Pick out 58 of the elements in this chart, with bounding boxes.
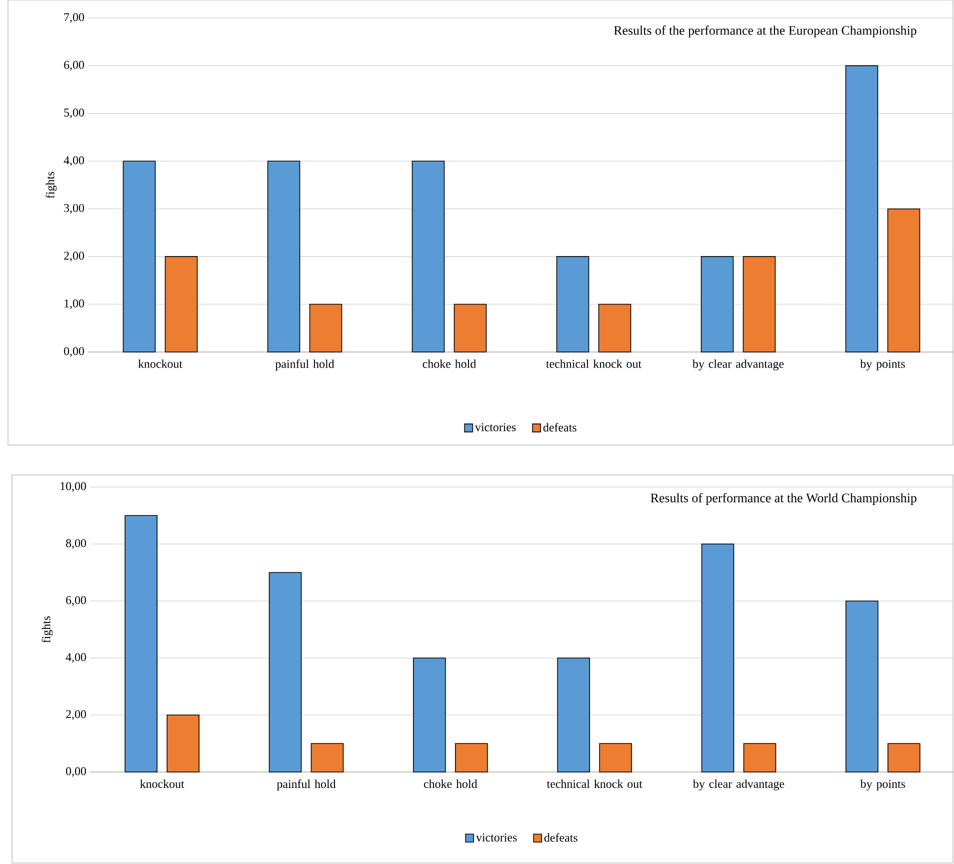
y-axis-title: fights bbox=[46, 172, 57, 198]
bar bbox=[455, 743, 488, 772]
x-tick-label: by clear advantage bbox=[692, 360, 784, 370]
bar bbox=[454, 304, 487, 352]
y-tick-label: 6,00 bbox=[64, 60, 84, 71]
bar bbox=[413, 658, 446, 772]
bar bbox=[122, 160, 156, 352]
y-tick-label: 5,00 bbox=[64, 108, 84, 118]
x-tick-label: knockout bbox=[138, 360, 182, 368]
bar bbox=[164, 256, 198, 352]
y-tick-label: 4,00 bbox=[66, 653, 86, 663]
x-tick-label: technical knock out bbox=[546, 360, 642, 368]
bar bbox=[700, 256, 734, 352]
x-tick-label: by clear advantage bbox=[692, 780, 784, 790]
bar bbox=[701, 544, 734, 772]
x-tick-label: choke hold bbox=[422, 360, 476, 368]
legend-label: defeats bbox=[543, 422, 576, 432]
y-tick-label: 2,00 bbox=[66, 710, 86, 720]
y-tick-label: 0,00 bbox=[64, 347, 84, 357]
bar bbox=[888, 743, 920, 772]
y-tick-label: 7,00 bbox=[64, 13, 84, 23]
chart-title: Results of performance at the World Championship bbox=[650, 493, 916, 505]
bar bbox=[598, 304, 632, 352]
x-tick-label: by points bbox=[860, 360, 905, 370]
bar bbox=[267, 160, 300, 352]
bar bbox=[887, 208, 920, 352]
bar bbox=[556, 256, 590, 352]
x-tick-label: knockout bbox=[140, 780, 184, 788]
y-tick-label: 1,00 bbox=[64, 299, 84, 310]
bar bbox=[268, 572, 302, 772]
legend-label: victories bbox=[476, 833, 517, 842]
y-tick-label: 4,00 bbox=[64, 156, 84, 166]
y-tick-label: 0,00 bbox=[66, 767, 86, 777]
y-tick-label: 10,00 bbox=[60, 482, 86, 492]
legend-label: defeats bbox=[544, 833, 578, 842]
y-tick-label: 8,00 bbox=[66, 539, 86, 549]
bar bbox=[166, 714, 200, 772]
x-tick-label: painful hold bbox=[276, 780, 336, 790]
bar bbox=[557, 658, 590, 772]
bar bbox=[743, 743, 776, 772]
bar bbox=[846, 600, 878, 772]
x-tick-label: choke hold bbox=[424, 780, 478, 788]
x-tick-label: by points bbox=[860, 780, 906, 790]
y-tick-label: 3,00 bbox=[64, 204, 84, 214]
y-axis-title: fights bbox=[42, 616, 53, 643]
text: Results of the performance at the European Championship bbox=[614, 26, 916, 38]
y-tick-label: 2,00 bbox=[64, 252, 84, 262]
bar bbox=[310, 743, 344, 772]
bar bbox=[845, 65, 878, 352]
bar bbox=[309, 304, 342, 352]
y-tick-label: 6,00 bbox=[66, 596, 86, 606]
bar bbox=[599, 743, 632, 772]
bar bbox=[742, 256, 776, 352]
bar bbox=[124, 515, 158, 772]
x-tick-label: painful hold bbox=[275, 360, 334, 370]
bar bbox=[412, 160, 445, 352]
legend-label: victories bbox=[475, 423, 516, 432]
x-tick-label: technical knock out bbox=[546, 780, 642, 788]
